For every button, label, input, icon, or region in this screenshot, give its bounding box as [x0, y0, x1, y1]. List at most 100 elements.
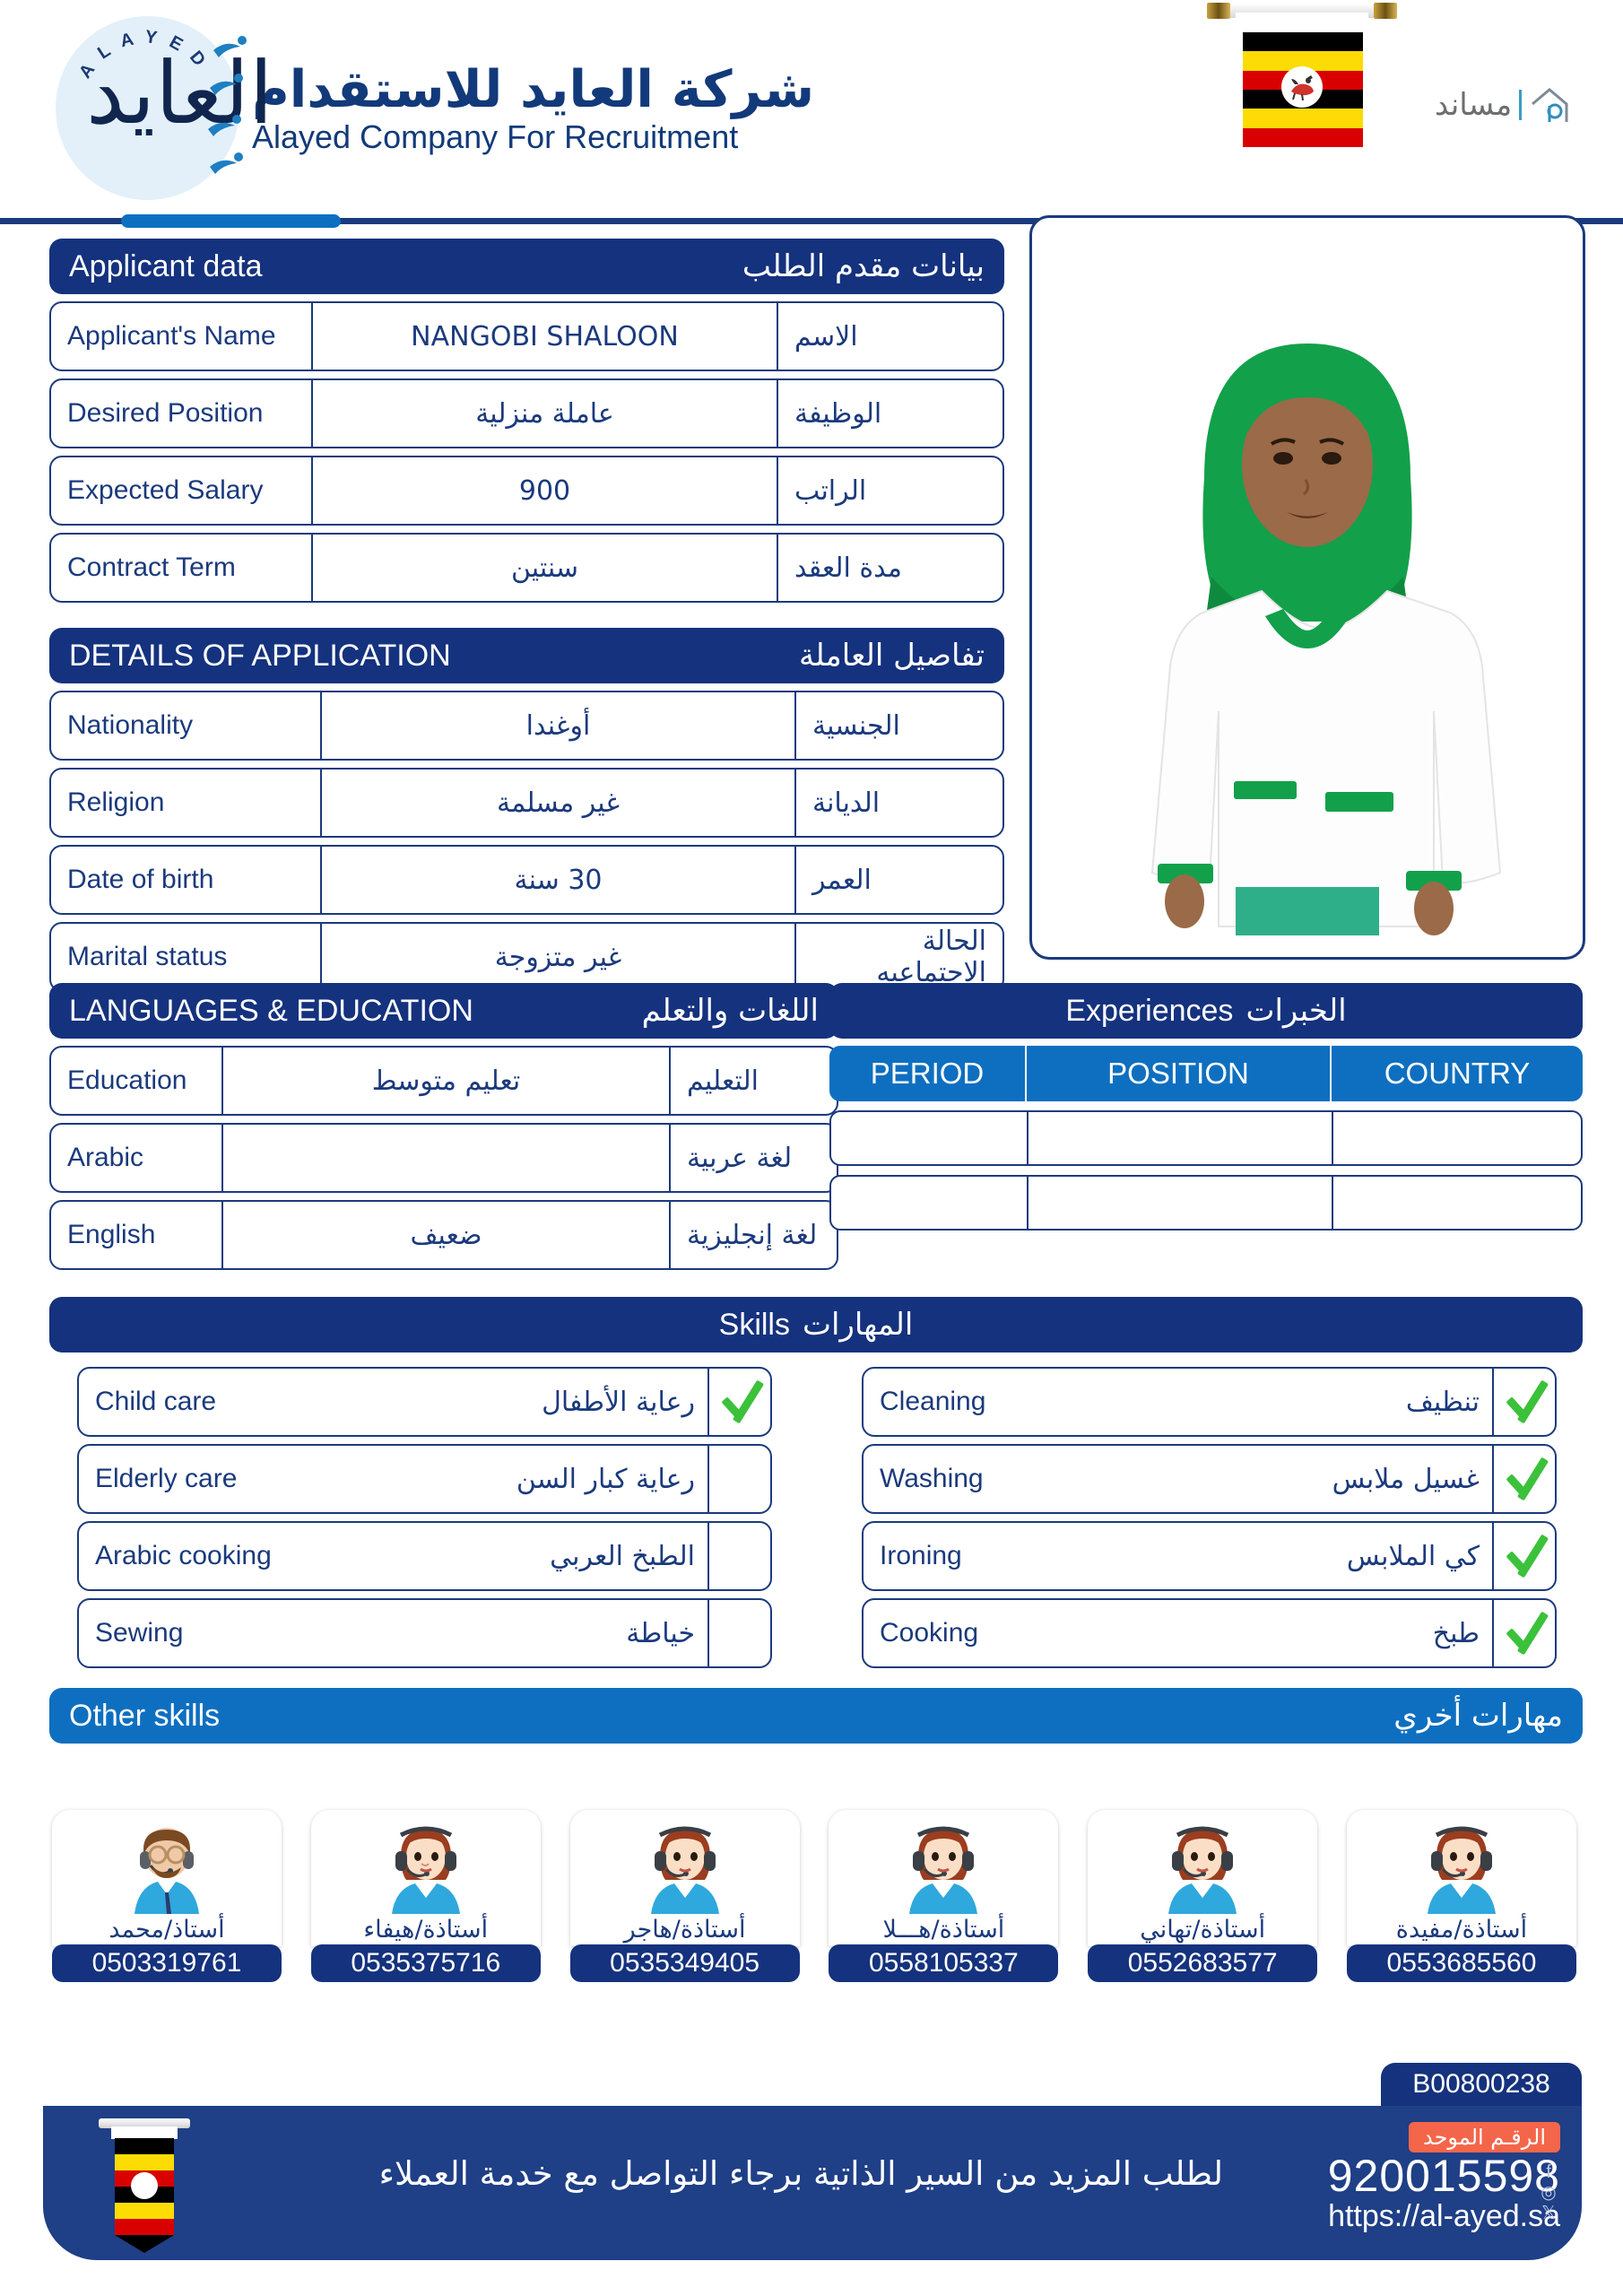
- experience-period: [831, 1177, 1028, 1229]
- field-label-ar: الراتب: [794, 474, 867, 507]
- skill-label-ar: رعاية كبار السن: [516, 1463, 695, 1495]
- field-value: غير متزوجة: [494, 941, 622, 973]
- table-row: Desired Position عاملة منزلية الوظيفة: [49, 378, 1004, 448]
- field-label-ar: الجنسية: [812, 709, 900, 742]
- skill-item-sewing[interactable]: Sewing خياطة: [77, 1598, 772, 1668]
- languages-header: LANGUAGES & EDUCATION اللغات والتعلم: [49, 983, 838, 1039]
- details-header: DETAILS OF APPLICATION تفاصيل العاملة: [49, 628, 1004, 683]
- field-label-ar: الوظيفة: [794, 397, 882, 430]
- uganda-flag-icon: [1207, 0, 1397, 147]
- uganda-flag-footer-icon: [99, 2118, 190, 2253]
- field-label-en: Contract Term: [67, 552, 236, 582]
- company-name-ar: شركة العايد للاستقدام: [252, 59, 815, 119]
- experience-position: [1028, 1177, 1333, 1229]
- page-header: العايد ALAYED: [0, 0, 1623, 228]
- contact-name: أستاذ/محمد: [108, 1916, 225, 1944]
- experiences-table-header: PERIOD POSITION COUNTRY: [829, 1046, 1583, 1101]
- contact-card[interactable]: أستاذة/هيفاء 0535375716: [310, 1810, 541, 1982]
- skill-checkbox[interactable]: [707, 1446, 770, 1512]
- skills-title-en: Skills: [718, 1307, 790, 1342]
- field-value: غير مسلمة: [496, 787, 621, 819]
- table-row: Applicant's Name NANGOBI SHALOON الاسم: [49, 301, 1004, 371]
- check-icon: [1505, 1613, 1544, 1653]
- contact-card-face: أستاذة/هاجر: [569, 1810, 800, 1946]
- contact-card[interactable]: أستاذة/مفيدة 0553685560: [1346, 1810, 1576, 1982]
- facebook-icon[interactable]: f: [1546, 2162, 1551, 2182]
- contact-card[interactable]: أستاذة/تهاني 0552683577: [1088, 1810, 1318, 1982]
- header-divider-accent: [121, 214, 341, 228]
- contact-phone[interactable]: 0553685560: [1346, 1944, 1576, 1982]
- field-label-ar: العمر: [812, 864, 872, 896]
- contact-name: أستاذة/هاجر: [623, 1916, 746, 1944]
- skill-checkbox[interactable]: [707, 1600, 770, 1666]
- contact-phone[interactable]: 0535375716: [310, 1944, 541, 1982]
- table-row: Date of birth 30 سنة العمر: [49, 845, 1004, 915]
- contact-card[interactable]: أستاذة/هاجر 0535349405: [569, 1810, 800, 1982]
- table-row: Nationality أوغندا الجنسية: [49, 691, 1004, 761]
- male-agent-avatar-icon: [135, 1828, 199, 1914]
- contact-phone[interactable]: 0503319761: [52, 1944, 282, 1982]
- check-icon: [1505, 1459, 1544, 1499]
- applicant-photo: [1150, 344, 1502, 935]
- table-row: Expected Salary 900 الراتب: [49, 456, 1004, 526]
- skill-label-ar: الطبخ العربي: [550, 1540, 695, 1572]
- skill-label-en: Child care: [95, 1387, 217, 1416]
- website-url[interactable]: https://al-ayed.sa: [1328, 2198, 1560, 2233]
- svg-text:ALAYED: ALAYED: [75, 27, 216, 83]
- table-row: Marital status غير متزوجة الحالة الاجتما…: [49, 922, 1004, 992]
- contact-phone[interactable]: 0535349405: [569, 1944, 800, 1982]
- contact-phone[interactable]: 0558105337: [829, 1944, 1059, 1982]
- contacts-strip: أستاذ/محمد 0503319761: [52, 1810, 1576, 1982]
- logo-ring-text: ALAYED: [75, 27, 216, 83]
- details-title-en: DETAILS OF APPLICATION: [69, 638, 451, 673]
- skill-item-elderly-care[interactable]: Elderly care رعاية كبار السن: [77, 1444, 772, 1514]
- female-agent-avatar-icon: [1168, 1826, 1237, 1914]
- skill-checkbox[interactable]: [1492, 1523, 1555, 1589]
- field-label-en: Religion: [67, 787, 165, 817]
- field-label-en: Marital status: [67, 942, 228, 971]
- skill-item-child-care[interactable]: Child care رعاية الأطفال: [77, 1367, 772, 1437]
- skills-title-ar: المهارات: [802, 1307, 914, 1343]
- field-value: 30 سنة: [514, 864, 603, 896]
- experience-position: [1028, 1112, 1333, 1164]
- company-logo: العايد ALAYED: [56, 16, 815, 200]
- musaned-logo: مساند: [1435, 86, 1570, 124]
- skill-checkbox[interactable]: [707, 1523, 770, 1589]
- table-row: Contract Term سنتين مدة العقد: [49, 533, 1004, 603]
- skill-checkbox[interactable]: [1492, 1446, 1555, 1512]
- experience-country: [1333, 1112, 1581, 1164]
- skill-item-washing[interactable]: Washing غسيل ملابس: [862, 1444, 1557, 1514]
- skill-checkbox[interactable]: [1492, 1600, 1555, 1666]
- check-icon: [1505, 1536, 1544, 1576]
- skill-checkbox[interactable]: [707, 1369, 770, 1435]
- skill-checkbox[interactable]: [1492, 1369, 1555, 1435]
- instagram-icon[interactable]: ◎: [1541, 2183, 1557, 2203]
- logo-ellipse-icon: العايد ALAYED: [56, 16, 273, 200]
- skills-grid: Child care رعاية الأطفال Elderly care رع…: [77, 1367, 1557, 1675]
- skill-item-cleaning[interactable]: Cleaning تنظيف: [862, 1367, 1557, 1437]
- skill-label-en: Cleaning: [880, 1387, 986, 1416]
- contact-card[interactable]: أستاذة/هـــلا 0558105337: [829, 1810, 1059, 1982]
- field-label-en: Arabic: [67, 1143, 144, 1172]
- x-twitter-icon[interactable]: 𝕏: [1541, 2204, 1557, 2223]
- contact-card[interactable]: أستاذ/محمد 0503319761: [52, 1810, 282, 1982]
- field-label-en: English: [67, 1220, 156, 1249]
- unified-number[interactable]: 920015598: [1327, 2151, 1560, 2201]
- skill-label-ar: تنظيف: [1405, 1386, 1480, 1418]
- skill-item-ironing[interactable]: Ironing كي الملابس: [862, 1521, 1557, 1591]
- skill-item-cooking[interactable]: Cooking طبخ: [862, 1598, 1557, 1668]
- female-agent-avatar-icon: [909, 1826, 978, 1914]
- logo-arabic-script: العايد: [86, 43, 273, 144]
- skills-column-left: Child care رعاية الأطفال Elderly care رع…: [77, 1367, 772, 1675]
- applicant-data-title-en: Applicant data: [69, 248, 263, 283]
- skills-column-right: Cleaning تنظيف Washing غسيل ملابس Ironin…: [862, 1367, 1557, 1675]
- contact-card-face: أستاذة/تهاني: [1088, 1810, 1318, 1946]
- left-column: Applicant data بيانات مقدم الطلب Applica…: [49, 239, 1027, 992]
- page-footer: لطلب المزيد من السير الذاتية برجاء التوا…: [43, 2106, 1582, 2260]
- table-row: English ضعيف لغة إنجليزية: [49, 1200, 838, 1270]
- skill-item-arabic-cooking[interactable]: Arabic cooking الطبخ العربي: [77, 1521, 772, 1591]
- field-value: سنتين: [510, 552, 579, 584]
- contact-phone[interactable]: 0552683577: [1088, 1944, 1318, 1982]
- field-value: [223, 1125, 669, 1191]
